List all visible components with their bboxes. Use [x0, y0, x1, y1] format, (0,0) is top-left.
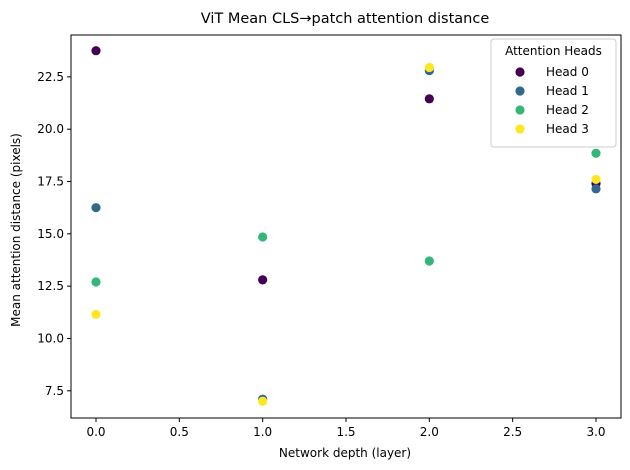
legend-label-head-0: Head 0 — [546, 65, 589, 79]
y-tick-label: 15.0 — [37, 227, 64, 241]
data-point-head-3-layer-0 — [91, 309, 101, 320]
plot-area: 0.0 0.5 1.0 1.5 2.0 2.5 3.0 7.5 10.0 12.5 15.0 17.5… — [37, 34, 622, 439]
x-tick-label: 1.0 — [253, 425, 272, 439]
y-tick-label: 17.5 — [37, 175, 64, 189]
x-tick-label: 3.0 — [586, 425, 605, 439]
legend-label-head-1: Head 1 — [546, 84, 589, 98]
legend-marker-head-1 — [515, 86, 525, 96]
y-tick-label: 10.0 — [37, 331, 64, 345]
data-point-head-0-layer-2 — [424, 94, 434, 104]
legend: Attention Heads Head 0 Head 1 Head 2 Head 3 — [490, 38, 617, 148]
data-point-head-0-layer-0 — [91, 46, 101, 56]
data-point-head-2-layer-3 — [591, 148, 601, 158]
legend-title: Attention Heads — [505, 44, 602, 58]
x-axis-label: Network depth (layer) — [279, 446, 411, 460]
data-point-head-3-layer-3 — [591, 174, 601, 185]
x-tick-label: 2.5 — [503, 425, 522, 439]
data-point-head-2-layer-0 — [91, 277, 101, 287]
legend-marker-head-0 — [515, 67, 525, 77]
data-point-head-0-layer-1 — [258, 275, 268, 285]
y-tick-label: 7.5 — [45, 384, 64, 398]
data-point-head-2-layer-2 — [424, 256, 434, 266]
data-point-head-3-layer-1 — [258, 396, 268, 406]
data-point-head-3-layer-2 — [424, 62, 434, 73]
legend-box — [490, 38, 617, 148]
x-tick-label: 2.0 — [420, 425, 439, 439]
data-point-head-2-layer-1 — [258, 232, 268, 242]
x-tick-label: 0.0 — [86, 425, 105, 439]
data-point-head-1-layer-0 — [91, 203, 101, 213]
x-tick-label: 1.5 — [336, 425, 355, 439]
chart-title: ViT Mean CLS→patch attention distance — [201, 11, 490, 27]
legend-label-head-2: Head 2 — [546, 103, 589, 117]
y-tick-label: 20.0 — [37, 122, 64, 136]
y-tick-label: 22.5 — [37, 70, 64, 84]
x-tick-label: 0.5 — [170, 425, 189, 439]
y-tick-label: 12.5 — [37, 279, 64, 293]
legend-label-head-3: Head 3 — [546, 122, 589, 136]
y-axis-label: Mean attention distance (pixels) — [9, 133, 23, 327]
legend-marker-head-3 — [515, 124, 525, 134]
data-point-head-1-layer-3 — [591, 184, 601, 194]
legend-marker-head-2 — [515, 105, 525, 115]
